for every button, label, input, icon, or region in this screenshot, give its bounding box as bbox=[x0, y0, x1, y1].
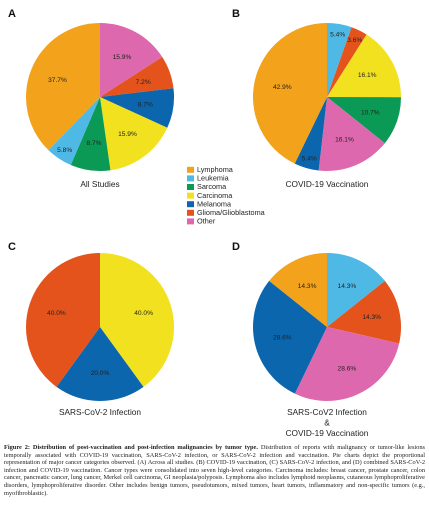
pie-slice-carcinoma bbox=[100, 253, 175, 387]
legend-label: Carcinoma bbox=[197, 191, 233, 200]
pie-slice-lymphoma bbox=[252, 22, 327, 164]
slice-value-label: 8.7% bbox=[138, 101, 153, 108]
legend-label: Lymphoma bbox=[197, 165, 234, 174]
pie-slice-lymphoma bbox=[26, 23, 100, 151]
legend-swatch bbox=[187, 184, 194, 190]
pie-chart-all-studies: A 15.9% 7.2% 8.7% 15.9% 8.7% 5.8% 37.7% All Stud… bbox=[8, 8, 175, 189]
slice-value-label: 40.0% bbox=[47, 310, 66, 317]
pie-title: & bbox=[324, 418, 330, 428]
legend-swatch bbox=[187, 201, 194, 208]
chart-legend: LymphomaLeukemiaSarcomaCarcinomaMelanoma… bbox=[187, 165, 266, 226]
pie-slice-melanoma bbox=[100, 88, 175, 128]
pie-slice-leukemia bbox=[327, 22, 352, 97]
slice-value-label: 7.2% bbox=[136, 79, 151, 86]
pie-chart-infection-and-vaccination: D 14.3% 14.3% 28.6% 28.6% 14.3% SARS-CoV2 Infe… bbox=[232, 241, 401, 438]
pie-title: SARS-CoV2 Infection bbox=[287, 407, 367, 417]
pie-slice-other bbox=[318, 97, 385, 171]
slice-value-label: 16.1% bbox=[358, 72, 377, 79]
slice-value-label: 15.9% bbox=[118, 131, 137, 138]
slice-value-label: 37.7% bbox=[48, 77, 67, 84]
slice-value-label: 42.9% bbox=[273, 84, 292, 91]
pie-slice-melanoma bbox=[56, 327, 144, 402]
legend-label: Other bbox=[197, 217, 216, 226]
pie-slice-glioma-glioblastoma bbox=[327, 280, 401, 344]
slice-value-label: 20.0% bbox=[91, 370, 110, 377]
legend-swatch bbox=[187, 218, 194, 225]
legend-label: Sarcoma bbox=[197, 182, 227, 191]
legend-swatch bbox=[187, 209, 194, 216]
legend-swatch bbox=[187, 175, 194, 182]
figure-charts: A 15.9% 7.2% 8.7% 15.9% 8.7% 5.8% 37.7% All Stud… bbox=[8, 8, 402, 438]
slice-value-label: 8.7% bbox=[86, 140, 101, 147]
slice-value-label: 28.6% bbox=[338, 366, 357, 373]
panel-letter: D bbox=[232, 241, 240, 253]
pie-slice-melanoma bbox=[294, 97, 327, 171]
pie-slice-carcinoma bbox=[327, 34, 402, 98]
pie-chart-covid-vaccination: B5.4%3.6%16.1%10.7%16.1%5.4%42.9%COVID-1… bbox=[232, 8, 402, 189]
pie-slice-leukemia bbox=[48, 97, 100, 165]
legend-label: Melanoma bbox=[197, 199, 232, 208]
pie-slice-other bbox=[100, 23, 163, 97]
legend-swatch bbox=[187, 166, 194, 173]
pie-slice-sarcoma bbox=[327, 97, 401, 144]
legend-swatch bbox=[187, 192, 194, 199]
panel-letter: A bbox=[8, 8, 16, 20]
figure-caption: Figure 2: Distribution of post-vaccinati… bbox=[4, 444, 425, 497]
pie-slice-carcinoma bbox=[100, 97, 168, 171]
caption-body: Distribution of reports with malignancy … bbox=[4, 444, 425, 497]
slice-value-label: 14.3% bbox=[362, 314, 381, 321]
panel-letter: C bbox=[8, 241, 16, 253]
slice-value-label: 14.3% bbox=[338, 283, 357, 290]
pie-title: SARS-CoV-2 Infection bbox=[59, 407, 141, 417]
panel-letter: B bbox=[232, 8, 240, 20]
pie-slice-other bbox=[294, 327, 400, 401]
slice-value-label: 5.4% bbox=[302, 155, 317, 162]
pie-title: COVID-19 Vaccination bbox=[286, 428, 369, 438]
pie-slice-lymphoma bbox=[269, 252, 327, 327]
pie-slice-glioma-glioblastoma bbox=[100, 57, 174, 97]
slice-value-label: 5.4% bbox=[330, 32, 345, 39]
pie-slice-sarcoma bbox=[70, 97, 111, 171]
slice-value-label: 3.6% bbox=[347, 37, 362, 44]
pie-title: All Studies bbox=[80, 179, 119, 189]
slice-value-label: 14.3% bbox=[298, 283, 317, 290]
legend-label: Leukemia bbox=[197, 174, 230, 183]
slice-value-label: 16.1% bbox=[335, 137, 354, 144]
pie-slice-melanoma bbox=[252, 280, 327, 394]
slice-value-label: 28.6% bbox=[273, 335, 292, 342]
caption-heading: Figure 2: Distribution of post-vaccinati… bbox=[4, 444, 258, 451]
pie-slice-glioma-glioblastoma bbox=[25, 252, 100, 387]
pie-title: COVID-19 Vaccination bbox=[286, 179, 369, 189]
slice-value-label: 15.9% bbox=[113, 54, 132, 61]
pie-chart-sars-cov-2-infection: C 40.0% 20.0% 40.0% SARS-CoV-2 Infection bbox=[8, 241, 175, 417]
pie-slice-glioma-glioblastoma bbox=[327, 27, 367, 98]
slice-value-label: 10.7% bbox=[361, 110, 380, 117]
pie-slice-leukemia bbox=[327, 253, 385, 327]
slice-value-label: 5.8% bbox=[57, 147, 72, 154]
legend-label: Glioma/Glioblastoma bbox=[197, 208, 266, 217]
slice-value-label: 40.0% bbox=[134, 310, 153, 317]
